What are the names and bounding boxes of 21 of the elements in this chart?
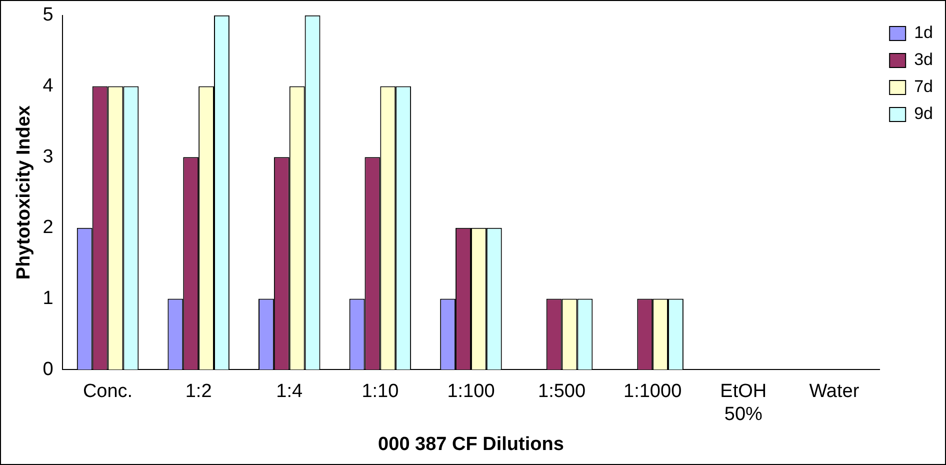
y-tick-label: 3 xyxy=(42,146,54,168)
x-tick-label: 1:10 xyxy=(362,381,399,402)
x-tick-label: 1:4 xyxy=(276,381,304,402)
legend-label: 1d xyxy=(914,23,934,42)
y-axis-title: Phytotoxicity Index xyxy=(14,104,35,280)
y-tick-label: 2 xyxy=(42,217,54,238)
x-tick-label: Conc. xyxy=(82,381,133,402)
x-tick-label: 1:500 xyxy=(538,381,586,402)
x-tick-label: 1:100 xyxy=(447,381,495,402)
y-tick-label: 5 xyxy=(42,4,54,26)
legend-label: 3d xyxy=(914,50,934,70)
x-tick-label: 1:2 xyxy=(185,381,212,402)
x-tick-label: EtOH 50% xyxy=(720,381,767,426)
y-tick-label: 4 xyxy=(42,75,54,96)
y-tick-label: 0 xyxy=(42,358,54,380)
legend-label: 7d xyxy=(914,77,934,96)
x-tick-label: 1:1000 xyxy=(624,381,682,402)
legend-label: 9d xyxy=(914,104,934,124)
x-axis-title: 000 387 CF Dilutions xyxy=(378,434,564,455)
y-tick-label: 1 xyxy=(42,288,54,309)
x-tick-label: Water xyxy=(809,381,860,402)
